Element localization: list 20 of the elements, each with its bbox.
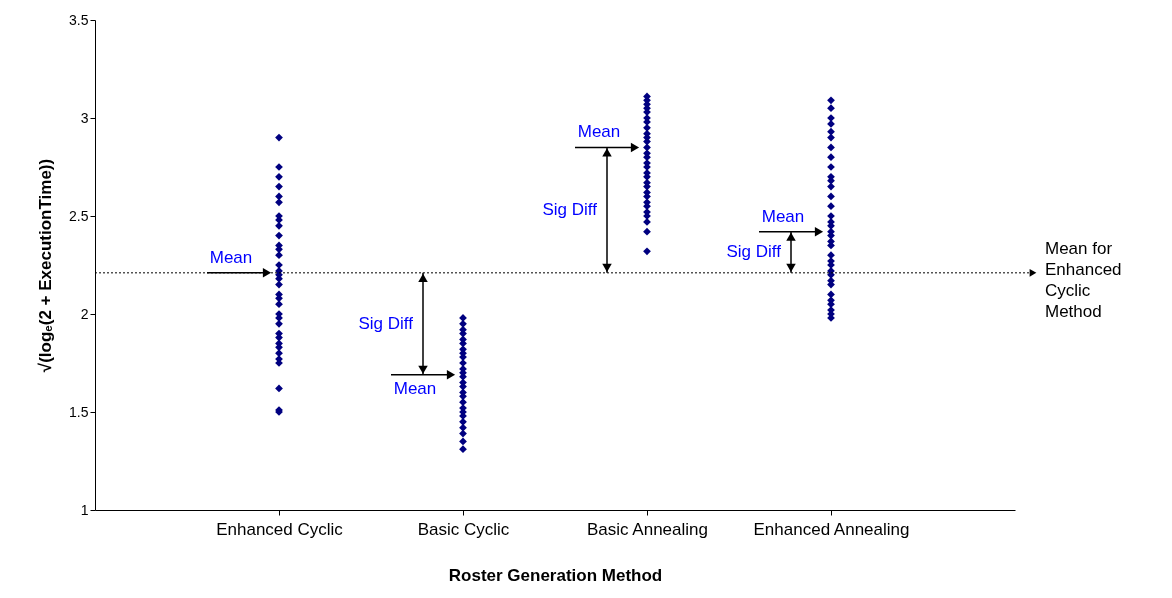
annotation: Sig Diff	[542, 200, 598, 220]
annotation: Mean	[393, 378, 437, 398]
y-axis-title: √(logₑ(2 + ExecutionTime))	[36, 158, 56, 373]
y-tick-label: 1.5	[69, 403, 89, 420]
y-tick-label: 1	[80, 501, 89, 518]
x-tick-label: Enhanced Cyclic	[216, 519, 344, 539]
y-tick-label: 2	[80, 305, 89, 322]
x-tick-label: Basic Cyclic	[417, 519, 510, 539]
x-tick-label: Basic Annealing	[587, 519, 708, 539]
y-tick-label: 3	[80, 109, 89, 126]
annotation: Mean	[761, 206, 805, 226]
annotation: Mean	[209, 247, 253, 267]
x-axis-title: Roster Generation Method	[448, 565, 663, 585]
x-tick-label: Enhanced Annealing	[753, 519, 910, 539]
ref-line-label: Mean for Enhanced Cyclic Method	[1045, 238, 1122, 321]
annotation: Sig Diff	[358, 313, 414, 333]
annotation: Mean	[577, 122, 621, 142]
y-tick-label: 3.5	[69, 11, 89, 28]
y-tick-label: 2.5	[69, 207, 89, 224]
annotation: Sig Diff	[726, 242, 782, 262]
